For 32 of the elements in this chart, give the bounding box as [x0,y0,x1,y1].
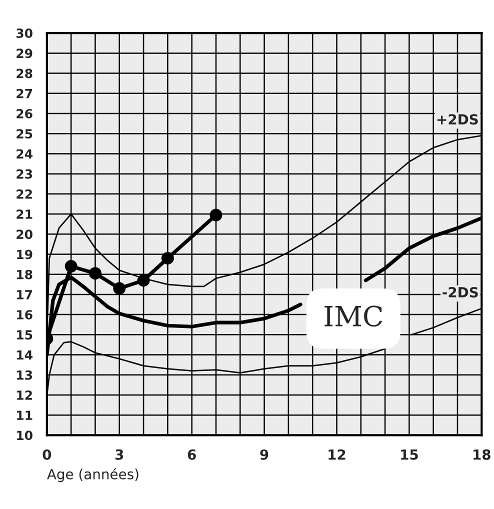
y-tick-label: 30 [16,28,32,38]
y-tick-label: 25 [16,129,32,139]
x-tick-label: 3 [115,449,124,460]
y-tick-label: 15 [17,330,32,340]
x-axis-title: Age (années) [47,468,138,482]
y-tick-label: 12 [17,390,32,400]
x-tick-label: 15 [401,450,418,460]
y-tick-label: 13 [17,370,32,380]
y-tick-label: 28 [16,68,32,78]
y-tick-label: 14 [17,350,32,360]
y-tick-label: 27 [16,88,32,98]
series-label: -2DS [442,287,478,298]
y-tick-label: 24 [16,149,32,158]
y-tick-label: 22 [16,189,32,199]
y-tick-label: 23 [16,169,32,179]
y-tick-label: 19 [17,250,32,260]
x-tick-label: 9 [260,449,268,460]
y-tick-label: 11 [17,410,32,420]
y-tick-label: 21 [16,210,32,219]
y-tick-label: 26 [16,108,32,118]
y-tick-label: 16 [17,310,32,320]
x-tick-label: 6 [188,449,196,460]
x-tick-label: 0 [42,449,52,460]
y-tick-label: 17 [17,290,32,300]
y-tick-label: 10 [17,430,32,440]
series-label: +2DS [438,114,478,125]
y-tick-label: 18 [17,270,32,280]
y-tick-label: 29 [16,48,32,58]
y-tick-label: 20 [16,230,32,240]
annotation: IMC [324,306,382,327]
x-tick-label: 18 [474,449,490,460]
x-tick-label: 12 [328,449,346,460]
